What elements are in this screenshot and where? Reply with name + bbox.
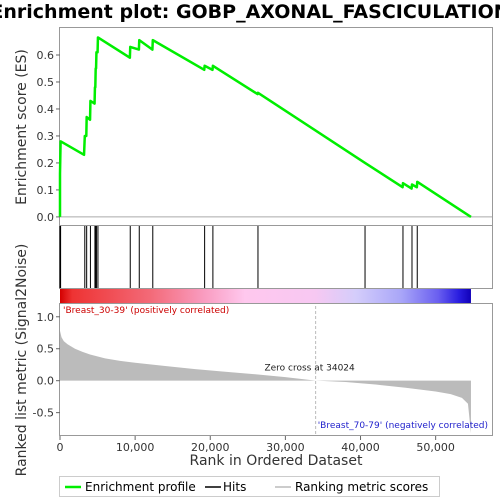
metric-y-axis-label: Ranked list metric (Signal2Noise) [14, 244, 30, 477]
x-tick-label: 10,000 [116, 441, 155, 454]
zero-cross-label: Zero cross at 34024 [264, 363, 355, 373]
chart-title: Enrichment plot: GOBP_AXONAL_FASCICULATI… [0, 1, 500, 23]
x-tick-label: 0 [57, 441, 64, 454]
metric-y-tick-label: 1.0 [37, 311, 55, 324]
es-y-tick-label: 0.4 [37, 103, 55, 116]
ranking-metric-area [60, 330, 471, 434]
negative-correlation-label: 'Breast_70-79' (negatively correlated) [318, 421, 488, 431]
hits-panel-frame [59, 225, 493, 289]
x-tick-label: 40,000 [341, 441, 380, 454]
x-tick-label: 50,000 [416, 441, 455, 454]
x-axis-label: Rank in Ordered Dataset [190, 453, 363, 469]
metric-y-tick-label: 0.5 [37, 343, 55, 356]
legend-enrichment-label: Enrichment profile [85, 480, 196, 494]
metric-y-tick-label: 0.0 [37, 375, 55, 388]
es-y-axis-label: Enrichment score (ES) [14, 49, 30, 205]
positive-correlation-label: 'Breast_30-39' (positively correlated) [63, 306, 229, 316]
es-y-tick-label: 0.5 [37, 76, 55, 89]
x-tick-label: 20,000 [191, 441, 230, 454]
metric-y-tick-label: -0.5 [33, 407, 54, 420]
metric-y-axis: -0.5 0.0 0.5 1.0 [33, 311, 60, 420]
es-y-tick-label: 0.0 [37, 211, 55, 224]
x-tick-label: 30,000 [266, 441, 305, 454]
legend-hits-label: Hits [223, 480, 246, 494]
es-y-tick-label: 0.3 [37, 130, 55, 143]
es-y-tick-label: 0.2 [37, 157, 55, 170]
es-y-axis: 0.0 0.1 0.2 0.3 0.4 0.5 0.6 [37, 49, 60, 224]
es-y-tick-label: 0.6 [37, 49, 55, 62]
x-axis: 0 10,000 20,000 30,000 40,000 50,000 [57, 436, 455, 454]
legend-metric-label: Ranking metric scores [295, 480, 428, 494]
es-y-tick-label: 0.1 [37, 184, 55, 197]
enrichment-profile-line [58, 36, 472, 218]
legend-box [59, 476, 440, 497]
es-panel-frame [59, 27, 493, 226]
rank-gradient-bar [60, 289, 471, 303]
hit-markers [59, 226, 418, 288]
